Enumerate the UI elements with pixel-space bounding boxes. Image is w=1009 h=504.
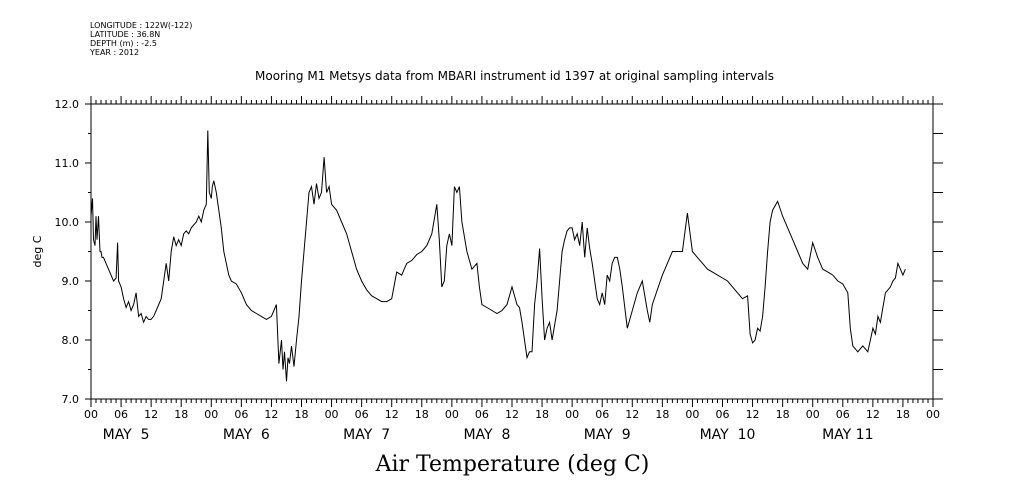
x-tick-label: 06 <box>595 408 609 421</box>
x-tick-label: 06 <box>234 408 248 421</box>
x-tick-label: 18 <box>776 408 790 421</box>
x-tick-label: 06 <box>836 408 850 421</box>
year-label: YEAR : 2012 <box>90 48 140 57</box>
x-tick-label: 12 <box>264 408 278 421</box>
x-tick-label: 12 <box>746 408 760 421</box>
day-label: MAY 11 <box>822 427 873 443</box>
y-tick-label: 11.0 <box>55 157 80 170</box>
x-axis-title: Air Temperature (deg C) <box>375 452 650 477</box>
x-tick-label: 06 <box>114 408 128 421</box>
y-tick-label: 10.0 <box>55 216 80 229</box>
plot-frame <box>90 103 934 400</box>
y-tick-label: 8.0 <box>62 334 80 347</box>
latitude-label: LATITUDE : 36.8N <box>90 30 161 39</box>
metadata-block: LONGITUDE : 122W(-122) LATITUDE : 36.8N … <box>90 21 192 57</box>
x-tick-label: 12 <box>866 408 880 421</box>
x-tick-label: 00 <box>204 408 218 421</box>
x-tick-label: 12 <box>385 408 399 421</box>
x-tick-label: 00 <box>325 408 339 421</box>
x-tick-label: 00 <box>445 408 459 421</box>
y-tick-label: 9.0 <box>62 275 80 288</box>
x-tick-label: 00 <box>926 408 940 421</box>
x-tick-label: 06 <box>355 408 369 421</box>
day-label: MAY 8 <box>463 427 510 443</box>
x-tick-label: 18 <box>896 408 910 421</box>
y-tick-label: 7.0 <box>62 393 80 406</box>
x-tick-label: 00 <box>565 408 579 421</box>
x-tick-label: 18 <box>415 408 429 421</box>
x-tick-label: 18 <box>655 408 669 421</box>
longitude-label: LONGITUDE : 122W(-122) <box>90 21 193 30</box>
chart-title: Mooring M1 Metsys data from MBARI instru… <box>255 69 774 83</box>
x-tick-label: 18 <box>535 408 549 421</box>
x-tick-label: 12 <box>144 408 158 421</box>
depth-label: DEPTH (m) : -2.5 <box>90 39 157 48</box>
x-tick-label: 06 <box>716 408 730 421</box>
day-label: MAY 7 <box>343 427 390 443</box>
x-tick-label: 18 <box>174 408 188 421</box>
air-temperature-line <box>90 130 906 382</box>
x-tick-label: 12 <box>505 408 519 421</box>
x-tick-label: 12 <box>625 408 639 421</box>
x-tick-label: 06 <box>475 408 489 421</box>
x-tick-label: 00 <box>806 408 820 421</box>
day-label: MAY 9 <box>584 427 631 443</box>
x-tick-label: 18 <box>295 408 309 421</box>
y-axis-label: deg C <box>31 235 44 267</box>
y-tick-label: 12.0 <box>55 98 80 111</box>
day-label: MAY 10 <box>700 427 756 443</box>
x-tick-label: 00 <box>84 408 98 421</box>
x-tick-label: 00 <box>685 408 699 421</box>
day-label: MAY 5 <box>103 427 150 443</box>
day-label: MAY 6 <box>223 427 270 443</box>
